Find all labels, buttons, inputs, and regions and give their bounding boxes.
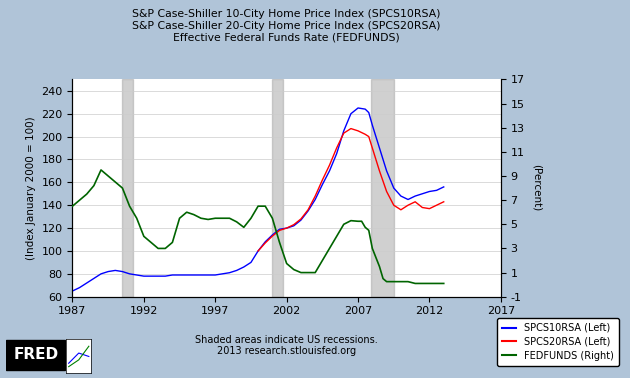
Bar	[371, 79, 394, 297]
Text: S&P Case-Shiller 10-City Home Price Index (SPCS10RSA)
S&P Case-Shiller 20-City H: S&P Case-Shiller 10-City Home Price Inde…	[132, 9, 441, 43]
Text: FRED: FRED	[13, 347, 59, 362]
Y-axis label: (Index January 2000 = 100): (Index January 2000 = 100)	[26, 116, 36, 260]
Bar	[272, 79, 283, 297]
Bar	[122, 79, 133, 297]
FancyBboxPatch shape	[6, 340, 66, 370]
Legend: SPCS10RSA (Left), SPCS20RSA (Left), FEDFUNDS (Right): SPCS10RSA (Left), SPCS20RSA (Left), FEDF…	[497, 318, 619, 366]
Text: Shaded areas indicate US recessions.
2013 research.stlouisfed.org: Shaded areas indicate US recessions. 201…	[195, 335, 378, 356]
Y-axis label: (Percent): (Percent)	[531, 164, 541, 212]
